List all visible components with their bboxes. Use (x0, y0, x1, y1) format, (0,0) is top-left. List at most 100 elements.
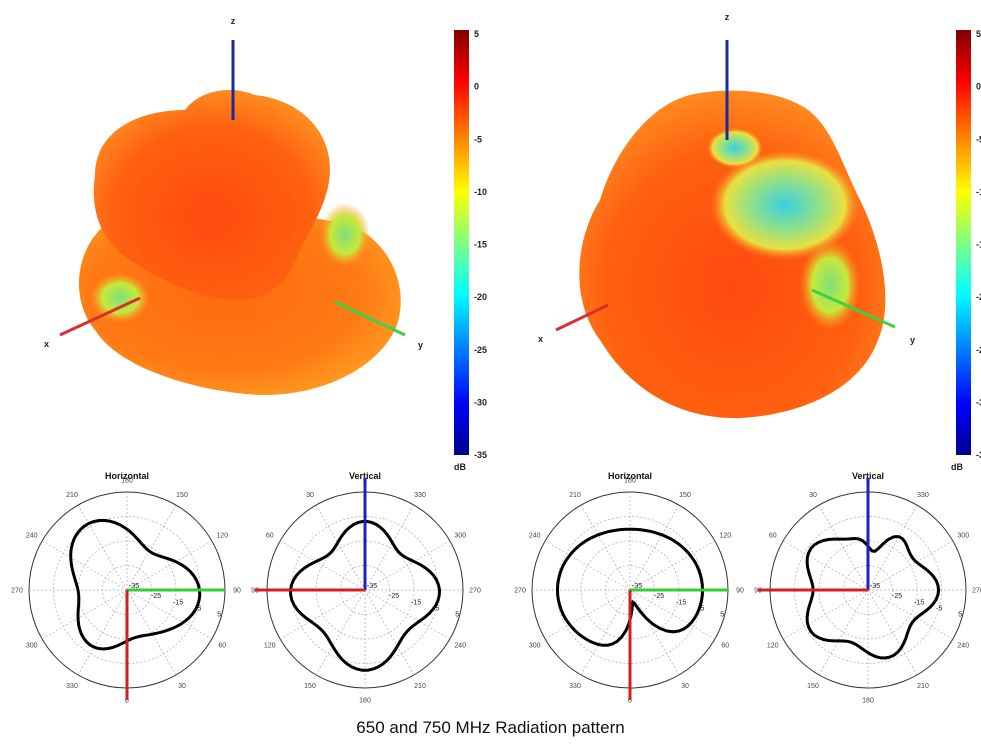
cyan-region-right (710, 150, 860, 260)
polar-radial-label: -35 (870, 583, 880, 590)
polar-radial-label: -25 (151, 593, 161, 600)
polar-angle-label: 300 (26, 643, 38, 650)
polar-angle-label: 330 (414, 492, 426, 499)
3d-pattern-left: z x y (44, 16, 423, 396)
colorbar-left: 5 0 -5 -10 -15 -20 -25 -30 -35 dB (454, 29, 487, 472)
colorbar-tick-0: 0 (976, 82, 981, 92)
3d-pattern-right: z x y (538, 12, 915, 419)
colorbar-tick--10: -10 (976, 187, 981, 197)
polar-angle-label: 0 (628, 698, 632, 705)
pattern-curve (69, 518, 202, 651)
polar-angle-label: 30 (306, 492, 314, 499)
polar-spoke (126, 589, 177, 676)
polar-angle-label: 30 (178, 683, 186, 690)
polar-radial-label: -35 (129, 583, 139, 590)
polar-spoke (629, 540, 716, 591)
polar-angle-label: 240 (957, 643, 969, 650)
green-region-left-b (320, 203, 370, 267)
polar-spoke (364, 504, 415, 591)
polar-angle-label: 30 (681, 683, 689, 690)
polar-angle-label: 330 (569, 683, 581, 690)
polar-spoke (364, 589, 451, 640)
polar-angle-label: 180 (624, 478, 636, 485)
colorbar-tick--35: -35 (976, 450, 981, 460)
colorbar-tick-5: 5 (976, 29, 981, 39)
polar-title: Vertical (349, 471, 381, 481)
polar-title: Horizontal (105, 471, 149, 481)
z-axis-label-left: z (231, 16, 236, 26)
polar-spoke (782, 589, 869, 640)
polar-angle-label: 60 (721, 643, 729, 650)
polar-angle-label: 180 (359, 698, 371, 705)
pattern-curve (555, 527, 705, 647)
y-axis-label-left: y (418, 340, 423, 350)
colorbar-tick--25: -25 (976, 345, 981, 355)
polar-radial-label: 5 (217, 612, 221, 619)
green-region-left-a (90, 273, 150, 323)
polar-spoke (41, 540, 128, 591)
polar-radial-label: -25 (389, 593, 399, 600)
polar-angle-label: 90 (233, 588, 241, 595)
polar-radial-label: -5 (195, 605, 201, 612)
polar-spoke (580, 504, 631, 591)
polar-radial-label: -35 (632, 583, 642, 590)
polar-angle-label: 240 (26, 533, 38, 540)
polar-angle-label: 180 (121, 478, 133, 485)
colorbar-tick--25: -25 (474, 345, 487, 355)
polar-spoke (279, 589, 366, 640)
polar-spoke (629, 589, 716, 640)
polar-angle-label: 300 (454, 533, 466, 540)
polar-radial-label: -15 (914, 599, 924, 606)
colorbar-right: 5 0 -5 -10 -15 -20 -25 -30 -35 dB (951, 29, 981, 472)
colorbar-tick--5: -5 (474, 134, 482, 144)
polar-spoke (867, 589, 954, 640)
polar-horizontal-2: Horizontal180150120906030033030027024021… (514, 471, 744, 705)
colorbar-tick-5: 5 (474, 29, 479, 39)
polar-angle-label: 60 (218, 643, 226, 650)
colorbar-tick-0: 0 (474, 82, 479, 92)
pattern-curve (805, 535, 941, 660)
polar-spoke (580, 589, 631, 676)
polar-radial-label: -15 (676, 599, 686, 606)
lobe-upper-left (93, 90, 330, 300)
figure-caption: 650 and 750 MHz Radiation pattern (356, 718, 625, 737)
polar-title: Vertical (852, 471, 884, 481)
colorbar-tick--15: -15 (474, 240, 487, 250)
polar-spoke (315, 589, 366, 676)
polar-spoke (126, 589, 213, 640)
polar-spoke (629, 589, 680, 676)
polar-radial-label: -5 (698, 605, 704, 612)
polar-angle-label: 120 (216, 533, 228, 540)
polar-title: Horizontal (608, 471, 652, 481)
polar-angle-label: 330 (917, 492, 929, 499)
polar-radial-label: -35 (367, 583, 377, 590)
colorbar-left-unit: dB (454, 462, 466, 472)
polar-angle-label: 150 (176, 492, 188, 499)
y-axis-line-right (811, 288, 896, 329)
polar-horizontal-1: Horizontal180150120906030033030027024021… (11, 471, 241, 705)
polar-spoke (126, 540, 213, 591)
polar-angle-label: 120 (719, 533, 731, 540)
polar-angle-label: 180 (862, 698, 874, 705)
polar-angle-label: 300 (529, 643, 541, 650)
colorbar-right-gradient (956, 30, 971, 455)
colorbar-tick--35: -35 (474, 450, 487, 460)
polar-angle-label: 60 (769, 533, 777, 540)
polar-angle-label: 270 (514, 588, 526, 595)
polar-angle-label: 120 (767, 643, 779, 650)
polar-angle-label: 270 (11, 588, 23, 595)
cyan-region-right-top (707, 128, 763, 168)
colorbar-tick--30: -30 (474, 397, 487, 407)
colorbar-right-unit: dB (951, 462, 963, 472)
polar-angle-label: 150 (679, 492, 691, 499)
polar-spoke (818, 504, 869, 591)
polar-angle-label: 210 (66, 492, 78, 499)
polar-angle-label: 30 (809, 492, 817, 499)
polar-vertical-2: Vertical0330300270240210180150120906030-… (754, 471, 981, 705)
polar-spoke (782, 540, 869, 591)
polar-angle-label: 210 (414, 683, 426, 690)
y-axis-line-left (334, 300, 406, 337)
polar-radial-label: -25 (654, 593, 664, 600)
polar-radial-label: -5 (936, 605, 942, 612)
radiation-pattern-figure: z x y z x y 5 0 -5 -10 -15 -20 -25 -30 -35 dB 5 0… (11, 12, 981, 705)
